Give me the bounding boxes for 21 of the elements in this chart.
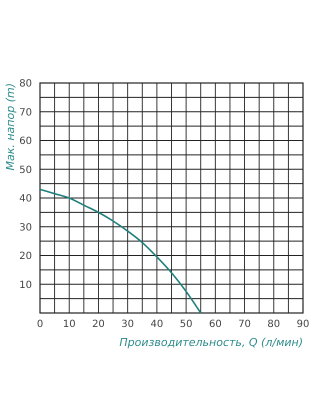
y-tick-label: 10 (19, 280, 32, 291)
y-tick-label: 70 (19, 107, 32, 118)
x-tick-label: 10 (62, 319, 76, 330)
y-axis-title: Мак. напор (m) (4, 83, 17, 171)
y-tick-label: 50 (19, 164, 32, 176)
x-tick-label: 80 (267, 319, 280, 330)
y-tick-label: 80 (19, 78, 32, 90)
x-tick-label: 60 (208, 319, 222, 330)
x-tick-label: 20 (92, 319, 105, 330)
x-axis-title: Производительность, Q (л/мин) (119, 336, 303, 349)
x-tick-label: 70 (238, 319, 251, 330)
y-tick-label: 40 (19, 194, 32, 204)
x-tick-label: 40 (150, 319, 164, 330)
x-tick-label: 0 (36, 319, 44, 330)
y-tick-label: 20 (19, 251, 32, 262)
x-tick-label: 90 (296, 319, 310, 330)
y-tick-label: 30 (19, 222, 32, 234)
line-series (39, 188, 202, 314)
y-tick-label: 60 (19, 136, 32, 147)
x-tick-label: 50 (180, 319, 192, 330)
x-tick-label: 30 (121, 319, 134, 330)
